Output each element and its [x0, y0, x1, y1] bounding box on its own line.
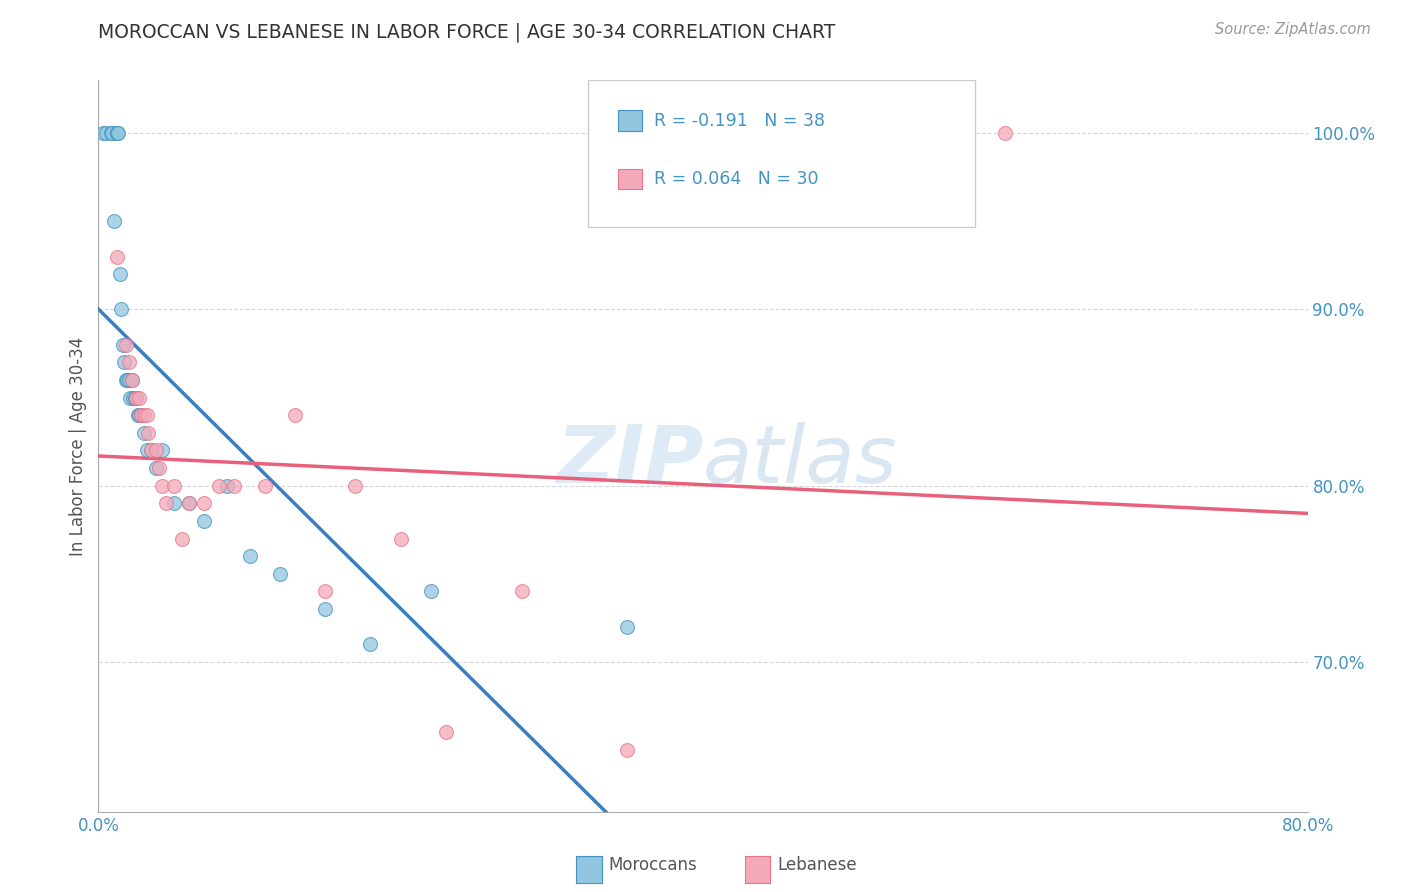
Point: [115, 373, 138, 387]
Point: [145, 461, 167, 475]
Point: [118, 373, 141, 387]
Point: [193, 514, 215, 528]
Point: [148, 461, 170, 475]
Point: [121, 373, 143, 387]
Point: [108, 267, 131, 281]
Point: [105, 250, 128, 264]
Text: Source: ZipAtlas.com: Source: ZipAtlas.com: [1215, 22, 1371, 37]
Point: [105, 126, 128, 140]
Point: [114, 373, 136, 387]
Point: [177, 496, 201, 510]
FancyBboxPatch shape: [619, 111, 643, 131]
Point: [163, 496, 186, 510]
Text: R = 0.064   N = 30: R = 0.064 N = 30: [654, 170, 818, 188]
Point: [121, 373, 143, 387]
Point: [389, 532, 412, 546]
Point: [132, 425, 155, 440]
Text: R = -0.191   N = 38: R = -0.191 N = 38: [654, 112, 825, 129]
Point: [128, 408, 150, 422]
Point: [136, 425, 159, 440]
Point: [128, 391, 150, 405]
Point: [135, 408, 157, 422]
Point: [105, 126, 128, 140]
Point: [616, 620, 638, 634]
Point: [208, 478, 231, 492]
Y-axis label: In Labor Force | Age 30-34: In Labor Force | Age 30-34: [69, 336, 87, 556]
Point: [150, 443, 173, 458]
FancyBboxPatch shape: [619, 169, 643, 189]
Point: [112, 355, 135, 369]
Point: [101, 126, 124, 140]
Point: [122, 391, 145, 405]
Point: [120, 391, 142, 405]
Point: [314, 584, 336, 599]
Point: [193, 496, 215, 510]
Text: Moroccans: Moroccans: [609, 856, 697, 874]
Point: [107, 126, 129, 140]
Point: [150, 478, 173, 492]
Point: [177, 496, 201, 510]
Point: [100, 126, 122, 140]
Point: [124, 391, 146, 405]
Point: [314, 602, 336, 616]
Text: Lebanese: Lebanese: [778, 856, 858, 874]
FancyBboxPatch shape: [588, 80, 976, 227]
Point: [215, 478, 238, 492]
Text: atlas: atlas: [703, 422, 898, 500]
Point: [103, 214, 125, 228]
Point: [239, 549, 262, 563]
Point: [994, 126, 1017, 140]
Point: [141, 443, 163, 458]
Point: [360, 637, 382, 651]
Point: [110, 302, 132, 317]
Point: [510, 584, 533, 599]
Point: [145, 443, 167, 458]
Point: [284, 408, 307, 422]
Point: [91, 126, 114, 140]
Text: ZIP: ZIP: [555, 422, 703, 500]
Point: [163, 478, 186, 492]
Point: [129, 408, 152, 422]
Point: [434, 725, 457, 739]
Point: [141, 443, 163, 458]
Text: MOROCCAN VS LEBANESE IN LABOR FORCE | AGE 30-34 CORRELATION CHART: MOROCCAN VS LEBANESE IN LABOR FORCE | AG…: [98, 22, 835, 42]
Point: [132, 408, 155, 422]
Point: [224, 478, 246, 492]
Point: [118, 355, 141, 369]
Point: [419, 584, 441, 599]
Point: [344, 478, 367, 492]
Point: [125, 391, 148, 405]
Point: [129, 408, 152, 422]
Point: [127, 408, 149, 422]
Point: [155, 496, 177, 510]
Point: [125, 391, 148, 405]
Point: [114, 337, 136, 351]
Point: [170, 532, 193, 546]
Point: [269, 566, 291, 581]
Point: [111, 337, 134, 351]
Point: [135, 443, 157, 458]
Point: [94, 126, 117, 140]
Point: [253, 478, 276, 492]
Point: [616, 743, 638, 757]
